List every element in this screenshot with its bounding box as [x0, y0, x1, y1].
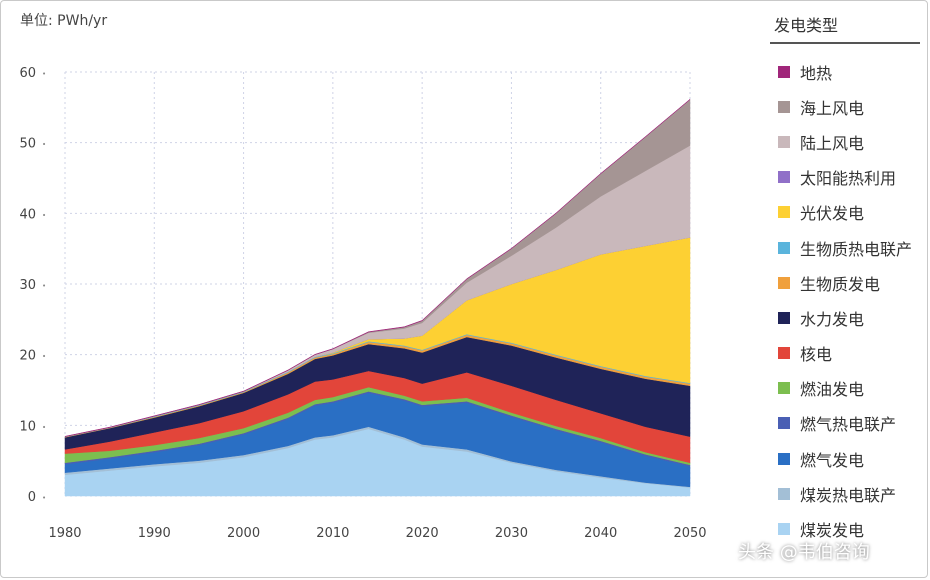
legend-label: 煤炭发电 [800, 521, 865, 541]
legend-label: 核电 [800, 345, 833, 365]
legend-label: 水力发电 [800, 309, 865, 329]
legend-swatch [778, 171, 790, 184]
legend-label: 陆上风电 [800, 133, 865, 153]
x-tick-label: 2010 [316, 526, 349, 541]
area-series-group [64, 98, 691, 497]
legend-swatch [778, 452, 790, 465]
legend-item: 燃油发电 [770, 371, 920, 406]
legend-item: 光伏发电 [770, 195, 920, 230]
x-tick-label: 2020 [406, 526, 439, 541]
legend-swatch [778, 276, 790, 289]
legend-item: 生物质发电 [770, 265, 920, 300]
legend-item: 燃气发电 [770, 441, 920, 476]
x-tick-label: 2040 [584, 526, 617, 541]
x-axis-ticks: 1980 1990 2000 2010 2020 2030 2040 2050 [48, 526, 706, 541]
legend-item: 煤炭热电联产 [770, 476, 920, 511]
legend-label: 燃油发电 [800, 380, 865, 400]
legend-swatch [778, 65, 790, 78]
legend-label: 海上风电 [800, 98, 865, 118]
y-tick-mark: • [42, 423, 46, 431]
y-tick-label: 60 [19, 66, 36, 81]
legend-label: 煤炭热电联产 [800, 485, 897, 505]
legend-item: 生物质热电联产 [770, 230, 920, 265]
y-tick-mark: • [42, 211, 46, 219]
y-tick-label: 10 [19, 419, 36, 434]
x-tick-label: 1990 [138, 526, 171, 541]
legend-label: 光伏发电 [800, 204, 865, 224]
legend-swatch [778, 487, 790, 500]
legend-swatch [778, 347, 790, 360]
y-tick-label: 30 [19, 278, 36, 293]
legend-swatch [778, 523, 790, 536]
legend-label: 燃气热电联产 [800, 415, 897, 435]
legend-swatch [778, 100, 790, 113]
legend-item: 核电 [770, 336, 920, 371]
x-tick-label: 2030 [495, 526, 528, 541]
legend-item: 太阳能热利用 [770, 160, 920, 195]
legend-items: 地热海上风电陆上风电太阳能热利用 光伏发电生物质热电联产 生物质发电水力发电核电燃油… [770, 54, 920, 547]
legend-label: 太阳能热利用 [800, 169, 897, 189]
legend-swatch [778, 135, 790, 148]
legend-item: 燃气热电联产 [770, 406, 920, 441]
y-tick-label: 0 [28, 490, 36, 505]
legend-item: 地热 [770, 54, 920, 89]
legend-label: 生物质热电联产 [800, 239, 913, 259]
legend-swatch [778, 417, 790, 430]
y-tick-label: 20 [19, 349, 36, 364]
legend-swatch [778, 241, 790, 254]
area-地热 [64, 98, 691, 437]
y-tick-mark: • [42, 282, 46, 290]
y-tick-mark: • [42, 70, 46, 78]
y-tick-mark: • [42, 494, 46, 502]
y-axis-ticks: 0 • 10 • 20 • 30 • 40 • 50 • 60 • [19, 66, 46, 505]
legend-swatch [778, 206, 790, 219]
y-axis-unit-label: 单位: PWh/yr [20, 13, 108, 29]
legend-label: 地热 [800, 63, 833, 83]
legend-label: 生物质发电 [800, 274, 881, 294]
y-tick-mark: • [42, 141, 46, 149]
legend-swatch [778, 382, 790, 395]
legend: 发电类型 地热海上风电陆上风电太阳能热利用 光伏发电生物质热电联产 生物质发电水力发… [770, 12, 920, 547]
x-tick-label: 1980 [48, 526, 81, 541]
x-tick-label: 2050 [673, 526, 706, 541]
legend-swatch [778, 311, 790, 324]
legend-item: 水力发电 [770, 300, 920, 335]
x-tick-label: 2000 [227, 526, 260, 541]
legend-item: 煤炭发电 [770, 511, 920, 546]
legend-item: 陆上风电 [770, 124, 920, 159]
y-tick-label: 50 [19, 137, 36, 152]
legend-title: 发电类型 [770, 12, 920, 44]
watermark-text: 头条 @韦伯咨询 [738, 542, 870, 563]
y-tick-label: 40 [19, 207, 36, 222]
legend-item: 海上风电 [770, 89, 920, 124]
y-tick-mark: • [42, 353, 46, 361]
legend-label: 燃气发电 [800, 450, 865, 470]
